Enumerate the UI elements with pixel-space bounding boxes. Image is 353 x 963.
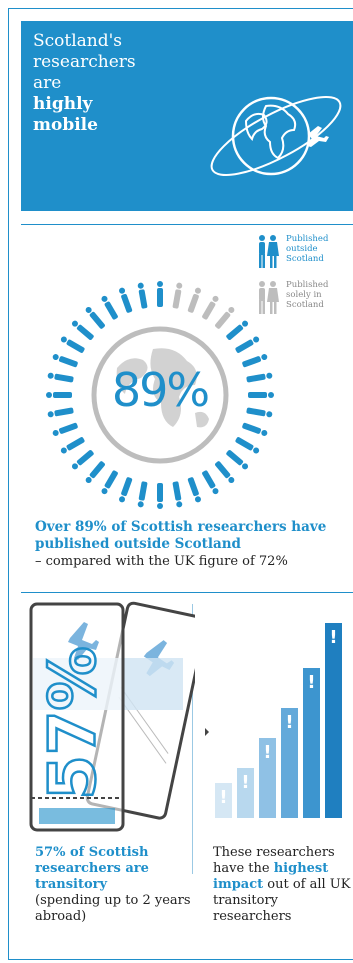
impact-bar bbox=[215, 783, 232, 818]
banner-title-line: mobile bbox=[33, 115, 98, 135]
person-icon bbox=[226, 320, 249, 340]
banner-title-line: Scotland's bbox=[33, 31, 123, 51]
person-icon bbox=[235, 336, 260, 353]
legend-label-solely: Published solely in Scotland bbox=[286, 280, 329, 310]
person-icon bbox=[246, 372, 273, 383]
infographic-frame bbox=[8, 8, 353, 960]
section-divider bbox=[21, 224, 353, 225]
impact-bar bbox=[325, 623, 342, 818]
banner-title-line: are bbox=[33, 73, 62, 93]
people-ring bbox=[25, 273, 295, 517]
person-icon bbox=[157, 281, 163, 307]
people-icon-grey bbox=[259, 281, 279, 314]
impact-text-pre: These researchers have the bbox=[213, 845, 335, 876]
person-icon bbox=[137, 282, 148, 309]
front-ticket bbox=[29, 602, 125, 832]
world-map-icon bbox=[91, 326, 229, 464]
exclamation-icon: ! bbox=[307, 672, 315, 693]
person-icon bbox=[85, 306, 105, 329]
impact-bar bbox=[259, 738, 276, 818]
person-icon bbox=[60, 437, 85, 454]
impact-statement: These researchers have the highest impac… bbox=[213, 845, 353, 925]
person-icon bbox=[215, 306, 235, 329]
person-icon bbox=[71, 450, 94, 470]
header-banner: Scotland's researchers are highly mobile bbox=[21, 21, 353, 211]
person-icon bbox=[172, 282, 183, 309]
impact-bar bbox=[303, 668, 320, 818]
person-icon bbox=[47, 407, 74, 418]
person-icon bbox=[157, 483, 163, 509]
exclamation-icon: ! bbox=[285, 712, 293, 733]
person-icon bbox=[119, 287, 133, 313]
person-icon bbox=[202, 295, 219, 320]
boarding-tickets: 57% bbox=[25, 598, 208, 842]
person-icon bbox=[235, 437, 260, 454]
impact-bars: !!!!!! bbox=[165, 598, 353, 842]
impact-highlight: highest impact bbox=[213, 861, 329, 892]
impact-text-post: out of all UK transitory researchers bbox=[213, 877, 351, 924]
percent-outside-label: 89% bbox=[111, 363, 210, 417]
legend-item-solely: Published solely in Scotland bbox=[256, 280, 346, 316]
person-icon bbox=[187, 477, 201, 503]
banner-title-line: highly bbox=[33, 94, 93, 114]
impact-bar bbox=[237, 768, 254, 818]
person-icon bbox=[71, 320, 94, 340]
person-icon bbox=[248, 392, 274, 398]
person-icon bbox=[47, 372, 74, 383]
column-divider bbox=[192, 604, 193, 874]
person-icon bbox=[119, 477, 133, 503]
person-icon bbox=[85, 461, 105, 484]
section-divider bbox=[21, 592, 353, 593]
person-icon bbox=[215, 461, 235, 484]
legend-item-outside: Published outside Scotland bbox=[256, 234, 346, 270]
person-icon bbox=[137, 481, 148, 508]
person-icon bbox=[172, 481, 183, 508]
curved-arrow-icon bbox=[165, 714, 209, 750]
person-icon bbox=[246, 407, 273, 418]
person-icon bbox=[242, 354, 268, 368]
person-icon bbox=[202, 470, 219, 495]
exclamation-icon: ! bbox=[219, 787, 227, 808]
person-icon bbox=[52, 422, 78, 436]
person-icon bbox=[242, 422, 268, 436]
person-icon bbox=[101, 295, 118, 320]
globe-airplane-icon bbox=[206, 76, 353, 200]
exclamation-icon: ! bbox=[329, 627, 337, 648]
person-icon bbox=[101, 470, 118, 495]
legend: Published outside Scotland Published sol… bbox=[256, 234, 346, 326]
people-icon-blue bbox=[259, 235, 279, 268]
banner-title: Scotland's researchers are highly mobile bbox=[33, 31, 136, 136]
banner-title-line: researchers bbox=[33, 52, 136, 72]
transitory-headline: 57% of Scottish researchers are transito… bbox=[35, 845, 149, 892]
transitory-statement: 57% of Scottish researchers are transito… bbox=[35, 845, 195, 925]
transitory-note: (spending up to 2 years abroad) bbox=[35, 893, 191, 924]
exclamation-icon: ! bbox=[241, 772, 249, 793]
person-icon bbox=[226, 450, 249, 470]
mobility-statement: Over 89% of Scottish researchers have pu… bbox=[35, 519, 350, 570]
mobility-headline: Over 89% of Scottish researchers have pu… bbox=[35, 519, 327, 552]
person-icon bbox=[60, 336, 85, 353]
person-icon bbox=[46, 392, 72, 398]
mobility-note: – compared with the UK figure of 72% bbox=[35, 554, 288, 569]
ticket-percent-label: 57% bbox=[37, 646, 111, 799]
legend-label-outside: Published outside Scotland bbox=[286, 234, 329, 264]
exclamation-icon: ! bbox=[263, 742, 271, 763]
person-icon bbox=[52, 354, 78, 368]
impact-bar bbox=[281, 708, 298, 818]
person-icon bbox=[187, 287, 201, 313]
